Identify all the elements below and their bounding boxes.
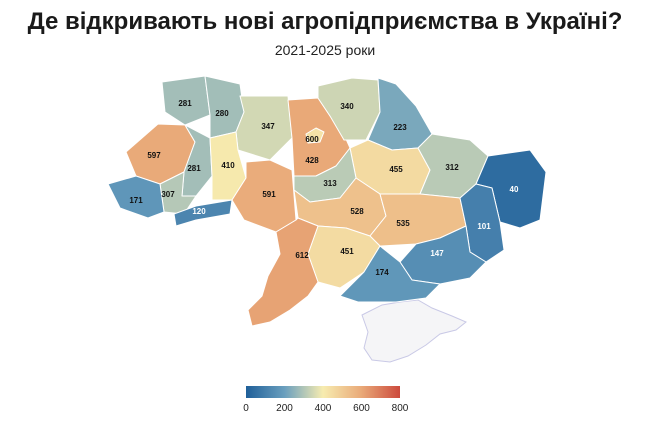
region-label-sumy: 223: [393, 123, 407, 132]
region-label-cherkasy: 313: [323, 179, 337, 188]
region-kherson[interactable]: [339, 245, 441, 303]
region-label-ternopil: 281: [187, 164, 201, 173]
region-label-lviv: 597: [147, 151, 161, 160]
region-kyiv-city[interactable]: [305, 127, 325, 144]
region-label-kharkiv: 312: [445, 163, 459, 172]
region-zakarpattia[interactable]: [107, 175, 165, 219]
map-subtitle: 2021-2025 роки: [274, 42, 376, 58]
region-label-odesa: 612: [295, 251, 309, 260]
region-label-kherson: 174: [375, 268, 389, 277]
region-label-rivne: 280: [215, 109, 229, 118]
region-label-zaporizhzhia: 147: [430, 249, 444, 258]
region-label-kirovohrad: 528: [350, 207, 364, 216]
region-label-chernihiv: 340: [340, 102, 354, 111]
crimea-region: [361, 299, 467, 363]
region-label-khmelnytskyi: 410: [221, 161, 235, 170]
region-label-luhansk: 40: [510, 185, 519, 194]
region-label-donetsk: 101: [477, 222, 491, 231]
region-label-vinnytsia: 591: [262, 190, 276, 199]
region-odesa[interactable]: [247, 217, 319, 327]
region-label-volyn: 281: [178, 99, 192, 108]
legend-tick-800: 800: [391, 403, 409, 414]
color-scale-bar: [246, 386, 400, 398]
region-label-poltava: 455: [389, 165, 403, 174]
legend-tick-600: 600: [353, 403, 370, 414]
region-label-kyiv-city: 428: [305, 156, 319, 165]
region-chernivtsi[interactable]: [173, 199, 233, 227]
region-label-chernivtsi: 120: [192, 207, 206, 216]
region-chernihiv[interactable]: [317, 77, 381, 141]
region-label-kyiv-oblast: 600: [305, 135, 319, 144]
legend-tick-0: 0: [243, 403, 249, 414]
region-label-mykolaiv: 451: [340, 247, 354, 256]
legend-tick-400: 400: [314, 403, 332, 414]
map-title: Де відкривають нові агропідприємства в У…: [27, 8, 623, 35]
region-label-dnipropetrovsk: 535: [396, 219, 410, 228]
region-label-zakarpattia: 171: [129, 196, 143, 205]
legend-tick-200: 200: [276, 403, 293, 414]
region-label-zhytomyr: 347: [261, 122, 275, 131]
region-label-ivano-frankivsk: 307: [161, 190, 175, 199]
region-volyn[interactable]: [161, 75, 211, 126]
